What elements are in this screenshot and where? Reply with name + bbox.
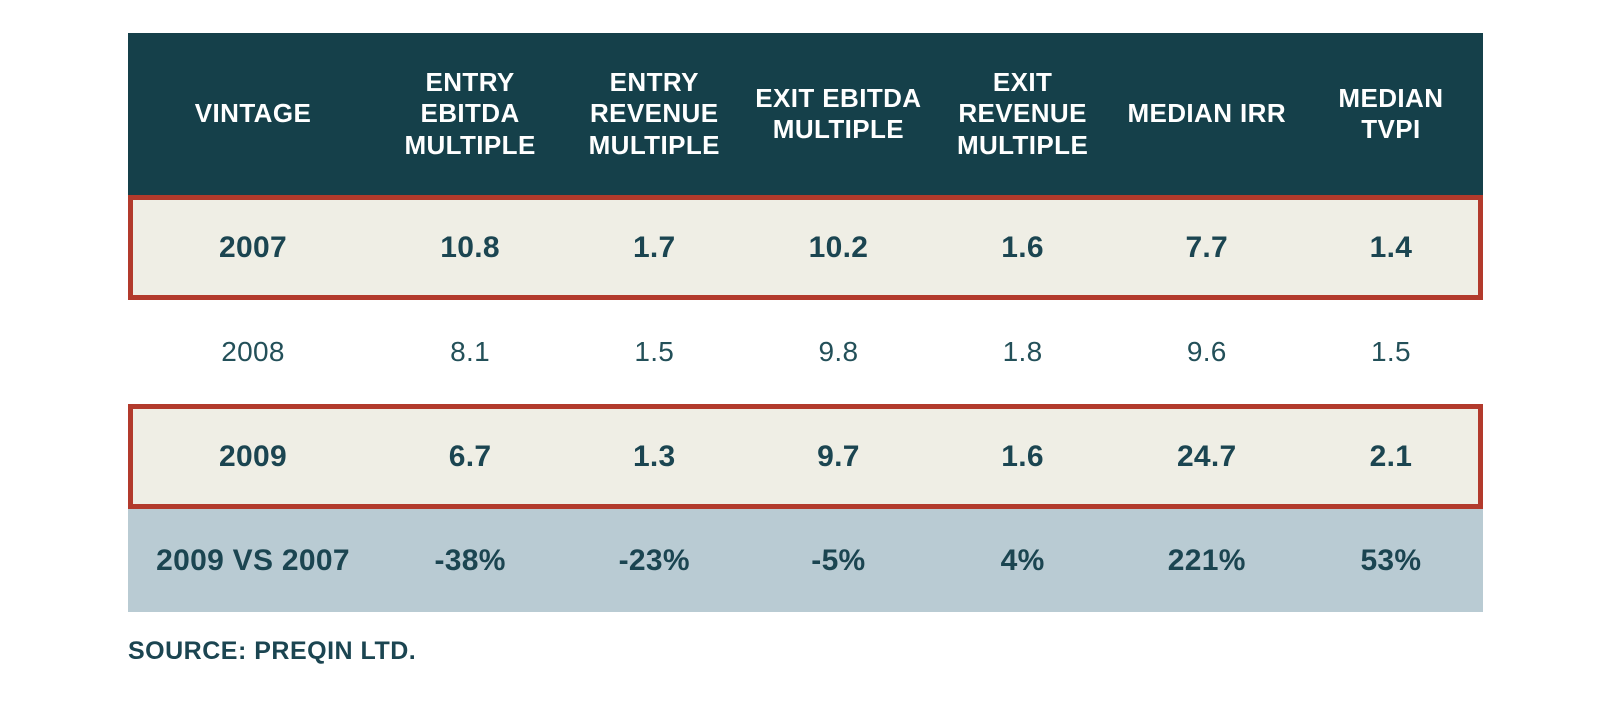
cell-exit-ebitda-multiple-change: -5%: [811, 543, 866, 577]
summary-row-2009-vs-2007: 2009 VS 2007 -38% -23% -5% 4% 221% 53%: [128, 509, 1483, 612]
source-note: SOURCE: PREQIN LTD.: [128, 637, 417, 665]
header-cell-exit-revenue-multiple: EXIT REVENUE MULTIPLE: [956, 67, 1089, 160]
header-cell-median-tvpi: MEDIAN TVPI: [1338, 82, 1444, 144]
cell-median-tvpi-change: 53%: [1360, 543, 1422, 577]
header-cell-entry-revenue-multiple: ENTRY REVENUE MULTIPLE: [588, 67, 720, 160]
cell-exit-ebitda-multiple: 9.7: [817, 439, 860, 473]
row-label: 2009: [219, 439, 287, 473]
cell-entry-revenue-multiple: 1.5: [634, 336, 675, 367]
cell-entry-ebitda-multiple: 8.1: [450, 336, 490, 367]
row-label: 2008: [221, 336, 285, 367]
cell-exit-ebitda-multiple: 9.8: [818, 336, 859, 367]
row-label: 2007: [219, 230, 287, 264]
row-label: 2009 VS 2007: [156, 543, 350, 577]
cell-median-irr: 24.7: [1176, 439, 1237, 473]
cell-entry-revenue-multiple: 1.3: [632, 439, 676, 473]
cell-exit-revenue-multiple: 1.6: [1001, 230, 1044, 264]
table-row-2008: 2008 8.1 1.5 9.8 1.8 9.6 1.5: [128, 300, 1483, 404]
table-row-2009: 2009 6.7 1.3 9.7 1.6 24.7 2.1: [128, 404, 1483, 509]
cell-exit-revenue-multiple-change: 4%: [1000, 543, 1045, 577]
header-cell-vintage: VINTAGE: [194, 98, 312, 129]
vintage-performance-table: VINTAGE ENTRY EBITDA MULTIPLE ENTRY REVE…: [128, 33, 1483, 612]
cell-entry-ebitda-multiple: 10.8: [440, 230, 500, 264]
cell-median-tvpi: 2.1: [1369, 439, 1413, 473]
cell-median-irr: 9.6: [1186, 336, 1227, 367]
cell-exit-ebitda-multiple: 10.2: [808, 230, 869, 264]
cell-entry-ebitda-multiple-change: -38%: [434, 543, 506, 577]
header-cell-exit-ebitda-multiple: EXIT EBITDA MULTIPLE: [755, 82, 922, 144]
cell-median-irr: 7.7: [1185, 230, 1229, 264]
cell-entry-revenue-multiple: 1.7: [632, 230, 676, 264]
table-header-row: VINTAGE ENTRY EBITDA MULTIPLE ENTRY REVE…: [128, 33, 1483, 195]
header-cell-median-irr: MEDIAN IRR: [1127, 98, 1287, 129]
cell-entry-ebitda-multiple: 6.7: [448, 439, 492, 473]
cell-median-tvpi: 1.5: [1371, 336, 1411, 367]
cell-median-irr-change: 221%: [1167, 543, 1246, 577]
cell-exit-revenue-multiple: 1.8: [1002, 336, 1043, 367]
cell-entry-revenue-multiple-change: -23%: [618, 543, 690, 577]
cell-median-tvpi: 1.4: [1369, 230, 1413, 264]
cell-exit-revenue-multiple: 1.6: [1001, 439, 1044, 473]
table-row-2007: 2007 10.8 1.7 10.2 1.6 7.7 1.4: [128, 195, 1483, 300]
header-cell-entry-ebitda-multiple: ENTRY EBITDA MULTIPLE: [404, 67, 536, 160]
